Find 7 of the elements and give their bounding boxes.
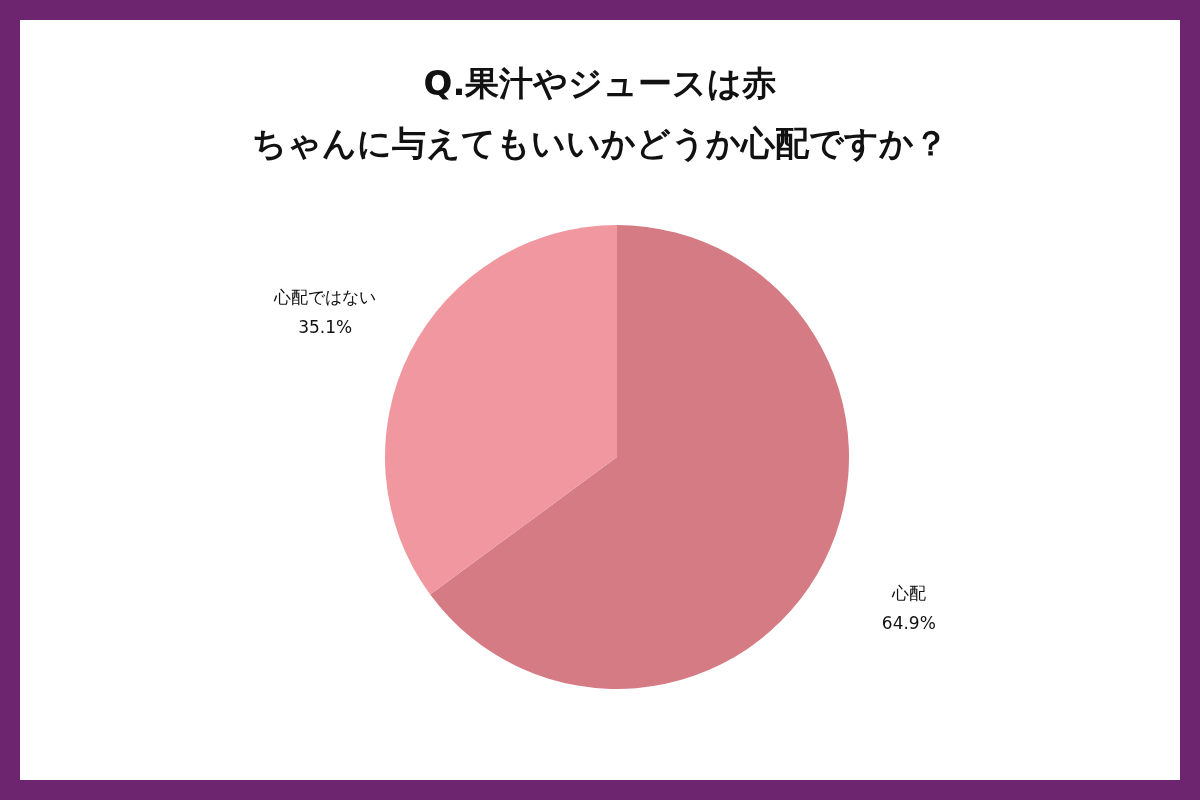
data-label: 64.9% [881,612,936,633]
data-label: 35.1% [298,317,353,338]
slice-label: 心配 [890,582,926,603]
pie-slice [385,225,617,595]
slice-label: 心配ではない [273,287,377,308]
chart-title: Q.果汁やジュースは赤ちゃんに与えてもいいかどうか心配ですか？ [252,63,948,163]
pie-slice [430,225,849,689]
